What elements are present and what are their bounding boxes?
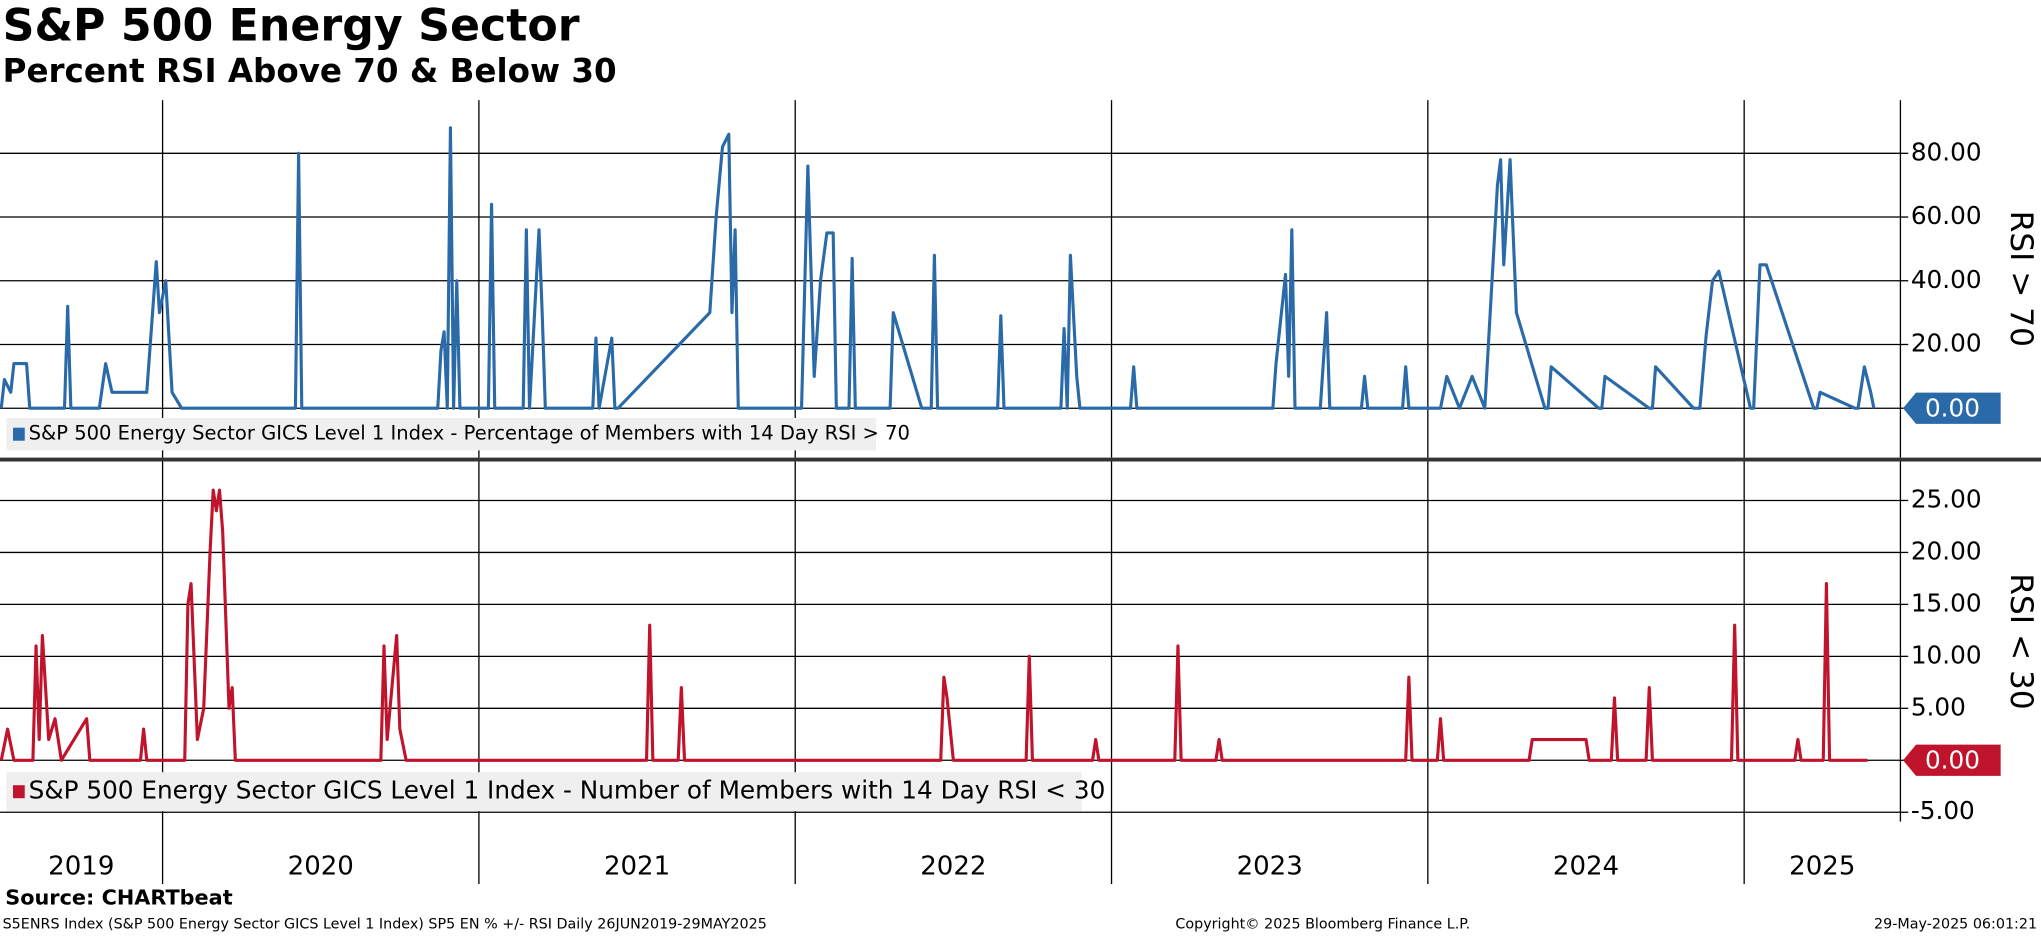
last-value-box — [1903, 744, 2001, 776]
last-value-box — [1903, 392, 2001, 424]
footer-center: Copyright© 2025 Bloomberg Finance L.P. — [1175, 916, 1470, 932]
y-tick-label: 10.00 — [1911, 640, 1982, 669]
source: Source: CHARTbeat — [5, 885, 233, 909]
y-axis-title: RSI > 70 — [2003, 211, 2039, 347]
subtitle: Percent RSI Above 70 & Below 30 — [3, 52, 617, 90]
y-axis-title: RSI < 30 — [2003, 573, 2039, 709]
y-tick-label: 80.00 — [1911, 137, 1982, 166]
x-year-label: 2019 — [48, 852, 114, 882]
x-year-label: 2024 — [1553, 852, 1619, 882]
footer-left: S5ENRS Index (S&P 500 Energy Sector GICS… — [3, 916, 767, 932]
x-year-label: 2023 — [1237, 852, 1303, 882]
x-year-label: 2020 — [288, 852, 354, 882]
last-value-label: 0.00 — [1925, 746, 1980, 775]
legend-label: S&P 500 Energy Sector GICS Level 1 Index… — [29, 422, 910, 445]
x-year-label: 2025 — [1789, 852, 1855, 882]
legend-box — [6, 772, 1082, 812]
y-tick-label: -5.00 — [1911, 796, 1975, 825]
legend-label: S&P 500 Energy Sector GICS Level 1 Index… — [29, 776, 1106, 805]
y-tick-label: 20.00 — [1911, 328, 1982, 357]
y-tick-label: 20.00 — [1911, 536, 1982, 565]
legend-swatch — [13, 427, 25, 441]
legend-swatch — [13, 785, 25, 799]
y-tick-label: 15.00 — [1911, 588, 1982, 617]
legend-box — [6, 417, 877, 451]
series-line — [0, 488, 1868, 762]
last-value-label: 0.00 — [1925, 394, 1980, 423]
x-year-label: 2021 — [604, 852, 670, 882]
y-tick-label: 5.00 — [1911, 692, 1966, 721]
title: S&P 500 Energy Sector — [3, 1, 580, 52]
x-year-label: 2022 — [920, 852, 986, 882]
series-line — [0, 126, 1876, 410]
y-tick-label: 60.00 — [1911, 201, 1982, 230]
y-tick-label: 25.00 — [1911, 484, 1982, 513]
footer-right: 29-May-2025 06:01:21 — [1874, 916, 2037, 932]
y-tick-label: 40.00 — [1911, 265, 1982, 294]
